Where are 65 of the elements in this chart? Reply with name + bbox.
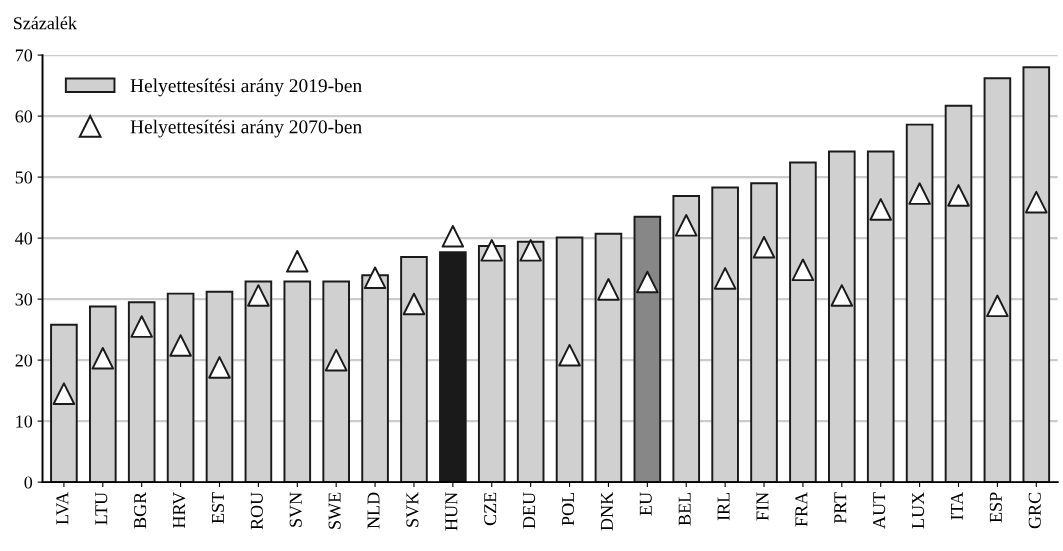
x-tick-label: EU bbox=[639, 492, 652, 516]
bar bbox=[633, 215, 662, 483]
point bbox=[441, 225, 465, 248]
x-tick-label: POL bbox=[561, 492, 575, 526]
y-tick-label: 50 bbox=[15, 171, 33, 184]
point bbox=[830, 284, 854, 307]
x-tick-label: AUT bbox=[873, 492, 886, 529]
point bbox=[480, 239, 504, 262]
x-tick-label: LUX bbox=[912, 492, 925, 529]
x-tick-label: DEU bbox=[523, 492, 536, 529]
point bbox=[713, 267, 737, 290]
point bbox=[286, 250, 309, 273]
x-tick-label: IRL bbox=[717, 492, 730, 521]
point bbox=[324, 348, 348, 372]
y-tick-label: 60 bbox=[15, 110, 33, 123]
x-tick-label: ROU bbox=[250, 492, 263, 530]
legend-label: Helyettesítési arány 2019-ben bbox=[130, 78, 362, 97]
point bbox=[869, 198, 892, 221]
point bbox=[1025, 190, 1048, 214]
point bbox=[674, 214, 698, 237]
point bbox=[986, 294, 1009, 318]
point bbox=[636, 270, 659, 294]
x-tick-label: LTU bbox=[95, 492, 108, 525]
y-tick-label: 20 bbox=[15, 354, 33, 367]
y-tick-label: 70 bbox=[15, 49, 33, 62]
y-tick-label: 0 bbox=[24, 476, 33, 489]
x-tick-label: ITA bbox=[950, 491, 963, 520]
x-tick-label: GRC bbox=[1028, 492, 1041, 529]
y-tick-label: 10 bbox=[16, 415, 33, 428]
point bbox=[169, 334, 192, 357]
x-tick-label: ESP bbox=[989, 492, 1002, 523]
point bbox=[519, 239, 542, 262]
point bbox=[947, 184, 970, 207]
point bbox=[363, 266, 387, 290]
point bbox=[130, 315, 153, 338]
x-tick-label: FRA bbox=[795, 491, 808, 527]
point bbox=[208, 356, 231, 379]
point bbox=[558, 343, 581, 367]
point bbox=[91, 347, 115, 370]
point bbox=[908, 182, 931, 205]
x-tick-label: DNK bbox=[600, 492, 613, 531]
x-tick-label: BEL bbox=[678, 492, 691, 526]
x-tick-label: FIN bbox=[756, 492, 769, 521]
point bbox=[597, 278, 620, 301]
x-tick-label: HRV bbox=[173, 492, 186, 529]
legend-label: Helyettesítési arány 2070-ben bbox=[130, 119, 362, 138]
x-tick-label: SVK bbox=[406, 492, 419, 527]
point bbox=[52, 382, 76, 405]
point bbox=[247, 284, 270, 307]
y-tick-label: 30 bbox=[15, 293, 33, 306]
x-tick-label: PRT bbox=[834, 492, 847, 524]
point bbox=[791, 258, 815, 282]
bar bbox=[439, 251, 467, 483]
point bbox=[402, 292, 426, 316]
x-tick-label: EST bbox=[211, 492, 225, 524]
x-tick-label: SWE bbox=[328, 492, 341, 529]
x-tick-label: SVN bbox=[289, 492, 302, 527]
y-axis-title: Százalék bbox=[13, 16, 77, 30]
x-tick-label: HUN bbox=[445, 492, 458, 531]
x-tick-label: BGR bbox=[134, 491, 147, 529]
x-tick-label: LVA bbox=[56, 491, 69, 525]
point bbox=[752, 235, 776, 259]
y-tick-label: 40 bbox=[15, 232, 33, 245]
x-tick-label: CZE bbox=[484, 492, 497, 526]
x-tick-label: NLD bbox=[367, 492, 380, 529]
